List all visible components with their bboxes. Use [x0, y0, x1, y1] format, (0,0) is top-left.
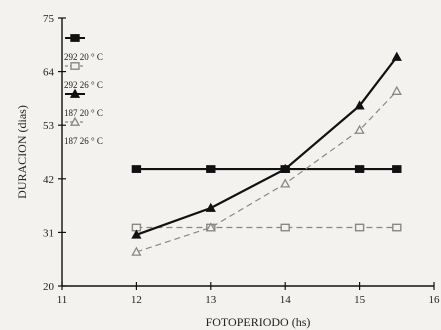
legend-label-4: 187 26 ° C	[64, 136, 103, 146]
x-tick-label: 14	[280, 294, 292, 306]
legend-label-1: 292 20 ° C	[64, 52, 103, 62]
series-2-point	[392, 223, 402, 232]
y-tick-label: 75	[43, 13, 55, 25]
series-3-point	[280, 163, 291, 173]
series-1-point	[392, 165, 402, 173]
y-tick-label: 42	[43, 174, 54, 186]
y-tick-label: 53	[43, 120, 55, 132]
series-1-point	[354, 165, 365, 173]
x-axis-title: FOTOPERIODO (hs)	[206, 315, 311, 329]
legend-label-2: 292 26 ° C	[64, 80, 103, 90]
series-4-point	[354, 124, 365, 134]
legend-marker-4	[69, 116, 81, 126]
series-4-point	[391, 85, 402, 95]
x-tick-label: 11	[57, 294, 68, 306]
legend-label-3: 187 20 ° C	[64, 108, 103, 118]
legend-marker-2	[70, 62, 80, 70]
legend-marker-3	[69, 88, 81, 98]
series-1-point	[131, 165, 142, 173]
x-tick-label: 16	[429, 294, 441, 306]
series-3-point	[131, 229, 142, 239]
y-tick-label: 31	[43, 227, 54, 239]
y-tick-label: 64	[43, 67, 55, 79]
x-tick-label: 13	[205, 294, 217, 306]
series-3-point	[391, 51, 402, 61]
y-tick-label: 20	[43, 281, 55, 293]
series-2-point	[354, 223, 365, 232]
series-4-point	[280, 178, 291, 188]
x-tick-label: 15	[354, 294, 366, 306]
series-line-3	[136, 56, 398, 236]
series-2-point	[280, 223, 290, 232]
series-1-point	[206, 165, 216, 173]
series-3-point	[354, 100, 365, 110]
x-tick-label: 12	[131, 294, 142, 306]
legend-marker-1	[70, 34, 80, 42]
y-axis-title: DURACION (dias)	[15, 105, 29, 199]
series-4-point	[131, 246, 142, 256]
series-4-point	[205, 222, 216, 232]
series-3-point	[205, 202, 216, 212]
